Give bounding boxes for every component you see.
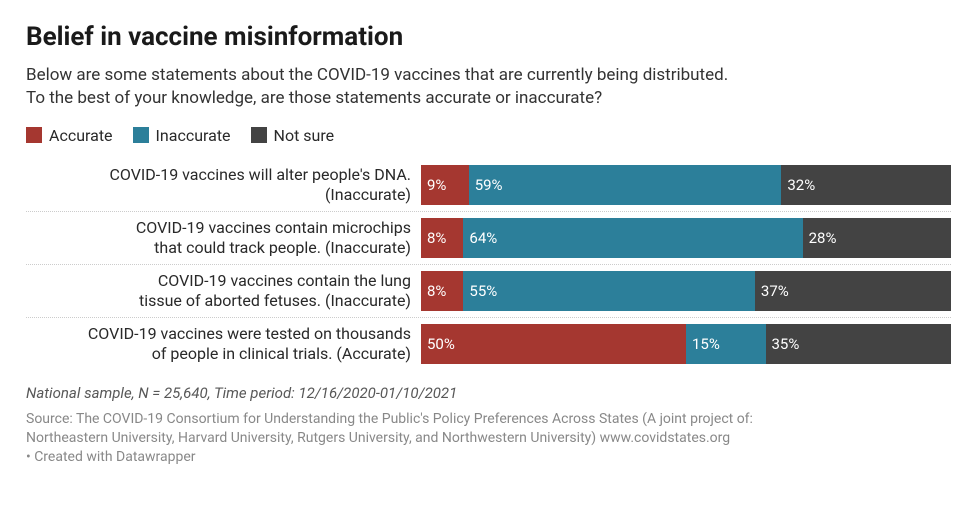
- bar-segment-not_sure: 32%: [781, 165, 951, 205]
- bar-segment-accurate: 50%: [421, 324, 686, 364]
- chart-footnote: National sample, N = 25,640, Time period…: [26, 384, 951, 402]
- chart-row: COVID-19 vaccines will alter people's DN…: [26, 159, 951, 211]
- bar-segment-accurate: 8%: [421, 218, 463, 258]
- legend-label-accurate: Accurate: [49, 126, 113, 145]
- row-label: COVID-19 vaccines contain microchipsthat…: [26, 218, 421, 257]
- chart-title: Belief in vaccine misinformation: [26, 22, 951, 52]
- legend-item-notsure: Not sure: [251, 126, 335, 145]
- bar-segment-inaccurate: 55%: [463, 271, 755, 311]
- chart-source: Source: The COVID-19 Consortium for Unde…: [26, 410, 951, 467]
- chart-row: COVID-19 vaccines were tested on thousan…: [26, 317, 951, 370]
- legend: Accurate Inaccurate Not sure: [26, 126, 951, 145]
- legend-label-notsure: Not sure: [274, 126, 335, 145]
- stacked-bar: 50%15%35%: [421, 324, 951, 364]
- chart-subtitle: Below are some statements about the COVI…: [26, 64, 951, 110]
- legend-label-inaccurate: Inaccurate: [156, 126, 231, 145]
- bar-segment-not_sure: 28%: [803, 218, 951, 258]
- row-label: COVID-19 vaccines contain the lungtissue…: [26, 271, 421, 310]
- chart-row: COVID-19 vaccines contain the lungtissue…: [26, 264, 951, 317]
- bar-segment-accurate: 8%: [421, 271, 463, 311]
- legend-swatch-notsure: [251, 127, 267, 143]
- bar-segment-accurate: 9%: [421, 165, 469, 205]
- stacked-bar: 9%59%32%: [421, 165, 951, 205]
- bar-segment-inaccurate: 64%: [463, 218, 802, 258]
- bar-segment-not_sure: 37%: [755, 271, 951, 311]
- chart-rows: COVID-19 vaccines will alter people's DN…: [26, 159, 951, 370]
- bar-segment-inaccurate: 15%: [686, 324, 766, 364]
- row-label: COVID-19 vaccines will alter people's DN…: [26, 165, 421, 204]
- legend-item-accurate: Accurate: [26, 126, 113, 145]
- row-label: COVID-19 vaccines were tested on thousan…: [26, 324, 421, 363]
- legend-swatch-inaccurate: [133, 127, 149, 143]
- legend-swatch-accurate: [26, 127, 42, 143]
- bar-segment-not_sure: 35%: [766, 324, 952, 364]
- legend-item-inaccurate: Inaccurate: [133, 126, 231, 145]
- bar-segment-inaccurate: 59%: [469, 165, 782, 205]
- chart-row: COVID-19 vaccines contain microchipsthat…: [26, 211, 951, 264]
- stacked-bar: 8%64%28%: [421, 218, 951, 258]
- stacked-bar: 8%55%37%: [421, 271, 951, 311]
